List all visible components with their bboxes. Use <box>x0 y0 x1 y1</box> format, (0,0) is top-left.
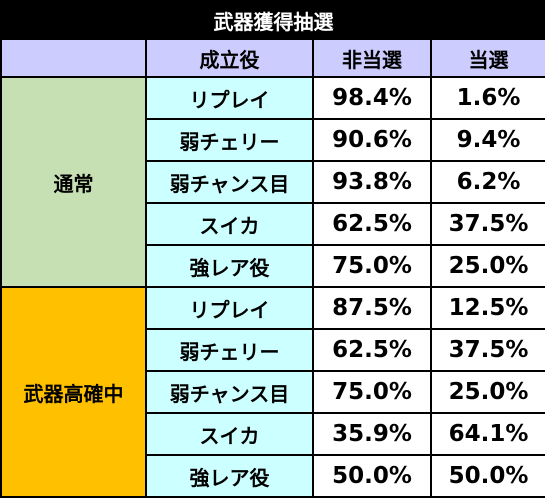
hit-rate-cell: 50.0% <box>430 454 545 498</box>
role-cell: 弱チャンス目 <box>145 370 314 414</box>
hit-rate-cell: 37.5% <box>430 202 545 246</box>
miss-rate-cell: 50.0% <box>312 454 432 498</box>
table-row: 弱チャンス目 75.0% 25.0% <box>1 370 545 414</box>
role-cell: 弱チェリー <box>145 328 314 372</box>
miss-rate-cell: 87.5% <box>312 286 432 330</box>
role-cell: リプレイ <box>145 76 314 120</box>
miss-rate-cell: 75.0% <box>312 244 432 288</box>
table-row: 強レア役 75.0% 25.0% <box>1 244 545 288</box>
hit-rate-cell: 64.1% <box>430 412 545 456</box>
table-row: 弱チャンス目 93.8% 6.2% <box>1 160 545 204</box>
group-label-normal: 通常 <box>0 76 147 288</box>
role-cell: 弱チェリー <box>145 118 314 162</box>
table-row: スイカ 62.5% 37.5% <box>1 202 545 246</box>
table-row: 強レア役 50.0% 50.0% <box>1 454 545 498</box>
table-row: 武器高確中 リプレイ 87.5% 12.5% <box>0 286 545 498</box>
miss-rate-cell: 90.6% <box>312 118 432 162</box>
header-role: 成立役 <box>145 38 314 78</box>
table-row: 弱チェリー 62.5% 37.5% <box>1 328 545 372</box>
role-cell: スイカ <box>145 412 314 456</box>
header-miss: 非当選 <box>312 38 432 78</box>
table-row: スイカ 35.9% 64.1% <box>1 412 545 456</box>
table-row: 弱チェリー 90.6% 9.4% <box>1 118 545 162</box>
hit-rate-cell: 25.0% <box>430 370 545 414</box>
hit-rate-cell: 1.6% <box>430 76 545 120</box>
hit-rate-cell: 25.0% <box>430 244 545 288</box>
miss-rate-cell: 93.8% <box>312 160 432 204</box>
miss-rate-cell: 62.5% <box>312 328 432 372</box>
miss-rate-cell: 75.0% <box>312 370 432 414</box>
miss-rate-cell: 98.4% <box>312 76 432 120</box>
header-hit: 当選 <box>430 38 545 78</box>
group-label-high-chance: 武器高確中 <box>0 286 147 498</box>
table-title: 武器獲得抽選 <box>0 0 545 40</box>
hit-rate-cell: 6.2% <box>430 160 545 204</box>
header-blank <box>0 38 147 78</box>
hit-rate-cell: 37.5% <box>430 328 545 372</box>
role-cell: リプレイ <box>145 286 314 330</box>
miss-rate-cell: 35.9% <box>312 412 432 456</box>
role-cell: 強レア役 <box>145 244 314 288</box>
hit-rate-cell: 9.4% <box>430 118 545 162</box>
role-cell: 強レア役 <box>145 454 314 498</box>
miss-rate-cell: 62.5% <box>312 202 432 246</box>
role-cell: スイカ <box>145 202 314 246</box>
table-row: 通常 リプレイ 98.4% 1.6% <box>0 76 545 288</box>
role-cell: 弱チャンス目 <box>145 160 314 204</box>
hit-rate-cell: 12.5% <box>430 286 545 330</box>
